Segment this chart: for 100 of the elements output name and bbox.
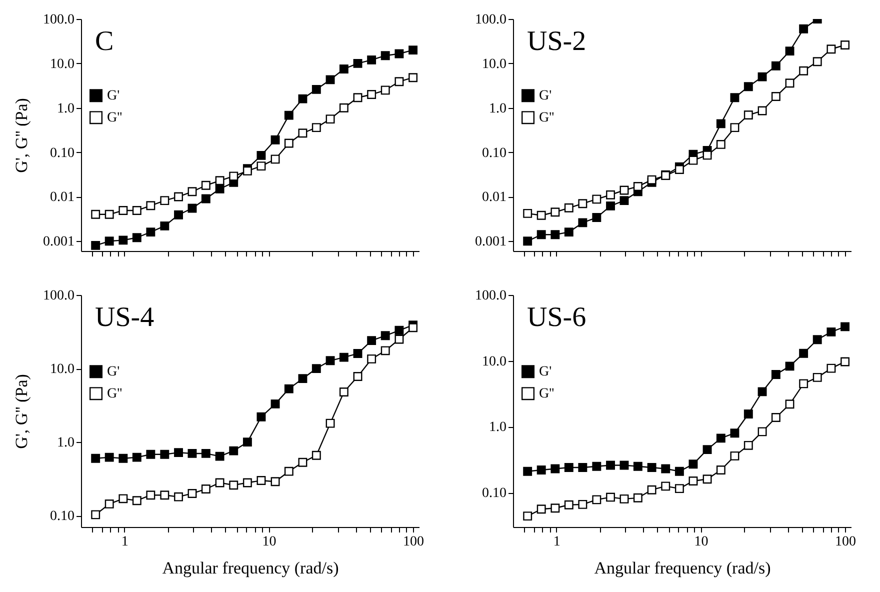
point: [702, 445, 712, 454]
point: [298, 128, 308, 138]
point: [523, 466, 532, 476]
point: [826, 327, 836, 336]
y-tick-label: 10.0: [50, 56, 74, 72]
point: [606, 201, 615, 210]
x-tick-label: 10: [694, 534, 708, 550]
point: [716, 140, 726, 149]
point: [380, 346, 390, 356]
x-axis-title: Angular frequency (rad/s): [162, 558, 339, 578]
point: [284, 466, 294, 476]
legend-label: G': [539, 364, 552, 380]
point: [799, 24, 808, 34]
point: [380, 51, 390, 60]
point: [270, 135, 280, 144]
point: [394, 77, 404, 86]
point: [408, 323, 418, 332]
point: [188, 187, 197, 196]
point: [592, 462, 602, 471]
y-tick-label: 1.0: [489, 420, 506, 436]
point: [146, 490, 156, 500]
y-tick-label: 1.0: [57, 436, 74, 451]
chart-title: US-4: [95, 302, 154, 333]
point: [620, 460, 629, 470]
y-tick-label: 100.0: [475, 288, 506, 304]
point: [104, 452, 114, 462]
x-tick-label: 10: [262, 534, 276, 550]
point: [394, 334, 404, 344]
x-tick-label: 100: [835, 534, 856, 550]
point: [730, 428, 740, 438]
point: [408, 46, 418, 55]
y-tick-label: 0.10: [50, 509, 74, 524]
point: [647, 485, 656, 494]
legend-label: G': [107, 364, 120, 380]
point: [744, 82, 753, 92]
point: [188, 448, 197, 458]
point: [326, 356, 335, 366]
legend-label: G'': [539, 110, 554, 126]
point: [550, 504, 560, 513]
point: [785, 46, 794, 56]
point: [702, 474, 712, 484]
point: [744, 440, 753, 450]
y-tick-label: 0.001: [43, 234, 74, 250]
point: [826, 44, 836, 54]
point: [270, 477, 280, 486]
point: [564, 228, 574, 237]
point: [688, 156, 698, 165]
point: [367, 90, 376, 99]
point: [284, 384, 294, 394]
point: [270, 154, 280, 164]
point: [367, 336, 376, 346]
point: [256, 150, 266, 160]
point: [201, 484, 210, 494]
point: [174, 492, 183, 502]
point: [215, 452, 224, 461]
point: [91, 454, 100, 463]
point: [536, 230, 546, 240]
point: [620, 494, 629, 504]
point: [298, 458, 308, 467]
point: [840, 322, 850, 332]
point: [367, 354, 376, 364]
point: [367, 55, 376, 64]
point: [380, 331, 390, 340]
point: [215, 478, 224, 488]
point: [312, 450, 321, 460]
point: [716, 119, 726, 128]
point: [633, 493, 642, 502]
point: [256, 412, 266, 422]
point: [647, 175, 656, 184]
y-tick-label: 100.0: [475, 12, 506, 28]
point: [661, 482, 670, 491]
legend-label: G': [107, 88, 120, 104]
point: [620, 186, 629, 195]
legend-label: G': [539, 88, 552, 104]
y-tick-label: 0.10: [482, 146, 506, 161]
point: [592, 213, 602, 222]
point: [550, 230, 560, 240]
point: [799, 379, 808, 388]
point: [91, 240, 100, 250]
point: [160, 490, 170, 500]
point: [242, 478, 252, 488]
point: [633, 182, 642, 191]
point: [812, 372, 822, 382]
point: [394, 49, 404, 58]
point: [326, 75, 335, 84]
point: [326, 418, 335, 428]
point: [550, 208, 560, 217]
point: [523, 208, 532, 218]
point: [716, 466, 726, 474]
point: [104, 499, 114, 508]
point: [578, 463, 588, 472]
point: [229, 480, 238, 490]
point: [339, 388, 348, 396]
point: [118, 494, 128, 504]
point: [812, 335, 822, 344]
point: [132, 233, 142, 242]
point: [326, 114, 335, 124]
y-tick-label: 0.01: [50, 190, 74, 206]
point: [688, 460, 698, 469]
point: [536, 210, 546, 220]
